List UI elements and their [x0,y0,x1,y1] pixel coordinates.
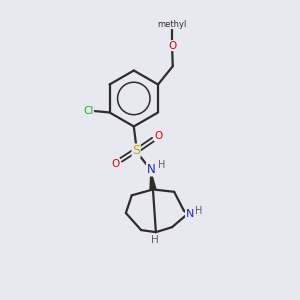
Polygon shape [150,171,156,190]
Text: Cl: Cl [83,106,94,116]
Text: H: H [151,236,158,245]
Text: O: O [111,158,120,169]
Text: O: O [168,40,176,51]
Text: H: H [196,206,203,216]
Text: N: N [186,208,194,219]
Text: S: S [132,144,140,157]
Text: O: O [154,131,163,141]
Text: H: H [158,160,165,170]
Text: N: N [146,163,155,176]
Text: methyl: methyl [158,20,187,28]
